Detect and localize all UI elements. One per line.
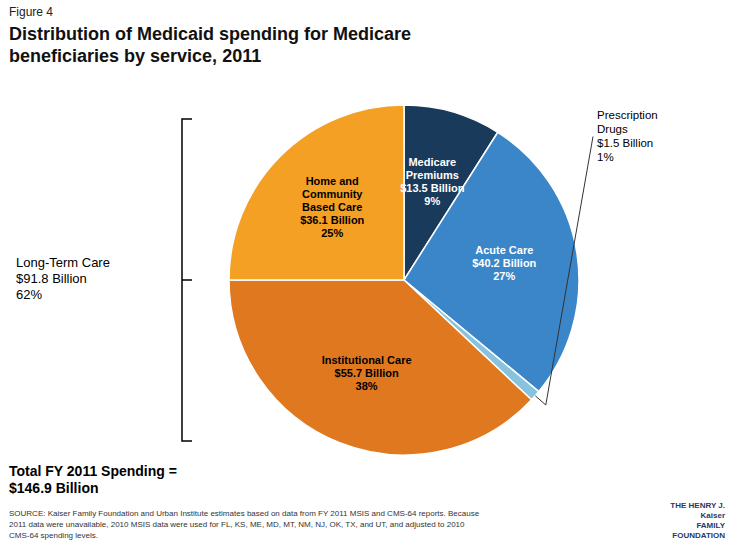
text-line: Prescription [597,109,658,121]
data-label: Institutional Care$55.7 Billion38% [322,354,412,392]
text-line: SOURCE: Kaiser Family Foundation and Urb… [9,509,480,518]
text-line: 62% [16,287,42,302]
text-line: 2011 data were unavailable, 2010 MSIS da… [9,520,465,529]
slice [229,280,532,455]
leader-line [535,137,593,405]
text-line: FOUNDATION [672,531,725,540]
chart: Figure 4 Distribution of Medicaid spendin… [0,0,735,551]
annotation: Long-Term Care$91.8 Billion62% [16,255,110,302]
data-label: Home andCommunityBased Care$36.1 Billion… [300,175,364,239]
text-line: Based Care [302,201,363,213]
text-line: $91.8 Billion [16,271,87,286]
annotations: Long-Term Care$91.8 Billion62% Total FY 2… [9,119,726,540]
text-line: Long-Term Care [16,255,110,270]
text-line: $1.5 Billion [597,137,653,149]
text-line: Figure 4 [9,5,53,19]
pie [229,105,579,455]
slice [229,105,404,280]
bracket [182,119,192,441]
text-line: Institutional Care [322,354,412,366]
text-line: 1% [597,151,614,163]
data-label: Acute Care$40.2 Billion27% [472,244,536,282]
text-line: Drugs [597,123,628,135]
data-label: Prescription Drugs $1.5 Billion 1% [597,109,658,163]
labels: MedicarePremiums$13.5 Billion9%Acute Car… [300,109,658,405]
text-line: Total FY 2011 Spending = [9,463,177,479]
text-line: 27% [493,270,515,282]
annotation: Total FY 2011 Spending =$146.9 Billion [9,463,177,496]
text-line: $40.2 Billion [472,257,536,269]
text-line: 9% [424,195,440,207]
text-line: Acute Care [475,244,533,256]
source: SOURCE: Kaiser Family Foundation and Urb… [9,509,480,540]
logo: THE HENRY J.KaiserFAMILYFOUNDATION [670,501,725,540]
text-line: Kaiser [701,511,725,520]
text-line: $55.7 Billion [335,367,399,379]
text-line: $13.5 Billion [400,182,464,194]
text-line: $36.1 Billion [300,214,364,226]
text-line: CMS-64 spending levels. [9,531,98,540]
text-line: Community [302,188,363,200]
text-line: Home and [306,175,359,187]
data-label: MedicarePremiums$13.5 Billion9% [400,156,464,207]
subtitle: Figure 4 [9,5,53,19]
title: Distribution of Medicaid spending for Me… [9,24,411,66]
text-line: 38% [356,380,378,392]
text-line: $146.9 Billion [9,480,98,496]
text-line: beneficiaries by service, 2011 [9,46,261,66]
text-line: FAMILY [696,521,725,530]
text-line: Distribution of Medicaid spending for Me… [9,24,411,44]
text-line: 25% [321,227,343,239]
text-line: THE HENRY J. [670,501,725,510]
text-line: Medicare [408,156,456,168]
text-line: Premiums [406,169,459,181]
